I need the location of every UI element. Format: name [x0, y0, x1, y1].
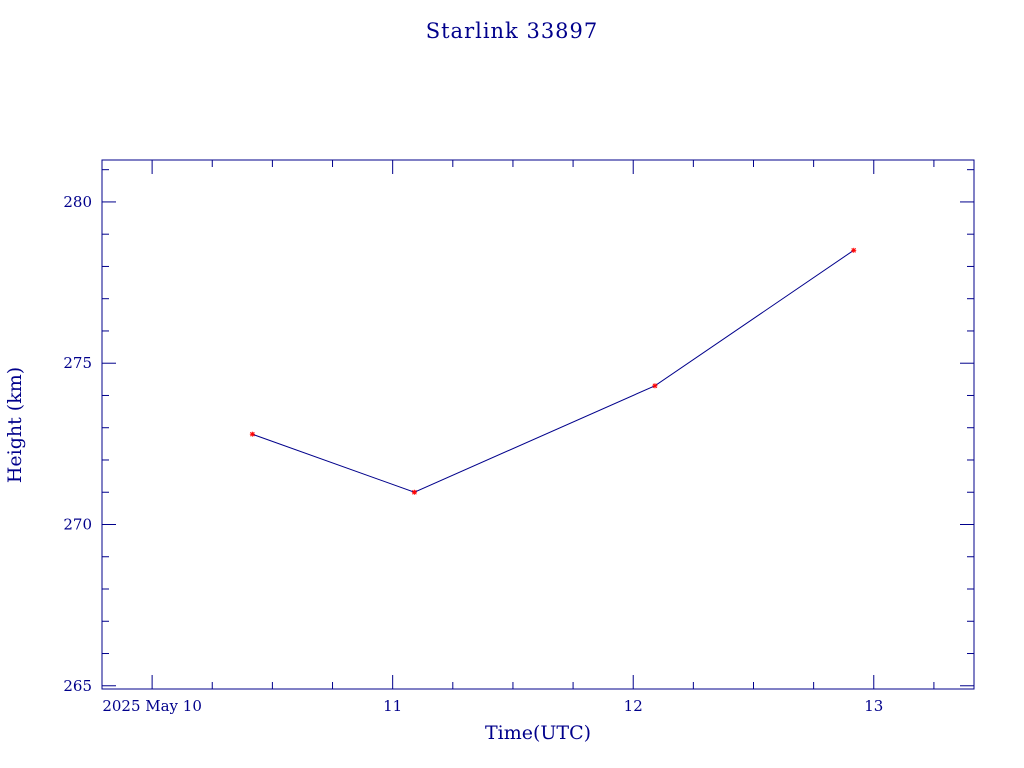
data-point-marker — [249, 431, 255, 437]
x-tick-label: 2025 May 10 — [102, 697, 202, 715]
x-tick-label: 12 — [624, 697, 643, 715]
plot-frame — [101, 159, 975, 690]
x-axis-label: Time(UTC) — [485, 722, 591, 744]
series-line — [252, 249, 854, 493]
y-tick-label: 280 — [63, 193, 92, 211]
chart-title: Starlink 33897 — [426, 19, 599, 43]
x-tick-label: 11 — [383, 697, 402, 715]
y-tick-label: 270 — [63, 515, 92, 533]
x-tick-label: 13 — [864, 697, 883, 715]
series-height — [249, 247, 857, 495]
data-point-marker — [652, 383, 658, 389]
data-point-marker — [411, 489, 417, 495]
y-axis-label: Height (km) — [4, 367, 26, 483]
data-point-marker — [851, 247, 857, 253]
y-axis-ticks: 265 270 275 280 — [63, 169, 974, 695]
x-axis-ticks: 2025 May 10 11 12 13 — [102, 160, 935, 715]
y-tick-label: 265 — [63, 677, 92, 695]
y-tick-label: 275 — [63, 354, 92, 372]
